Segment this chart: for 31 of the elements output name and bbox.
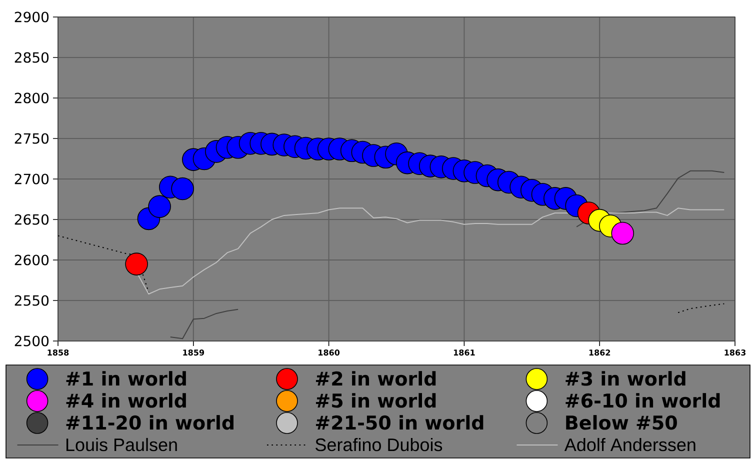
x-tick-label: 1860: [318, 350, 340, 356]
legend-label: #3 in world: [566, 371, 686, 386]
point: [148, 195, 171, 218]
x-tick-label: 1863: [724, 350, 746, 356]
point: [611, 222, 634, 245]
legend-label: #1 in world: [66, 371, 186, 386]
legend-label: Adolf Anderssen: [564, 438, 696, 452]
y-tick-label: 2700: [14, 174, 49, 184]
y-tick-label: 2550: [14, 295, 49, 306]
legend-label: #4 in world: [66, 393, 186, 408]
point: [171, 177, 194, 200]
y-tick-label: 2850: [14, 52, 49, 63]
legend-label: #6-10 in world: [566, 393, 720, 408]
x-tick-label: 1861: [454, 350, 475, 356]
y-tick-label: 2750: [14, 133, 49, 144]
legend-label: Below #50: [566, 415, 677, 430]
x-tick-label: 1858: [48, 350, 69, 356]
y-tick-label: 2800: [14, 92, 49, 104]
legend-label: Serafino Dubois: [316, 438, 442, 452]
y-tick-label: 2900: [14, 12, 49, 22]
legend-label: #5 in world: [316, 393, 436, 408]
y-tick-label: 2500: [14, 336, 49, 346]
y-tick-label: 2650: [14, 214, 49, 225]
legend-label: #21-50 in world: [316, 415, 484, 430]
point: [125, 252, 148, 276]
x-tick-label: 1862: [589, 350, 610, 356]
legend-label: #2 in world: [316, 371, 436, 386]
legend-label: #11-20 in world: [66, 415, 234, 430]
legend-label: Louis Paulsen: [66, 438, 177, 452]
y-tick-label: 2600: [14, 254, 49, 266]
x-tick-label: 1859: [183, 350, 204, 356]
